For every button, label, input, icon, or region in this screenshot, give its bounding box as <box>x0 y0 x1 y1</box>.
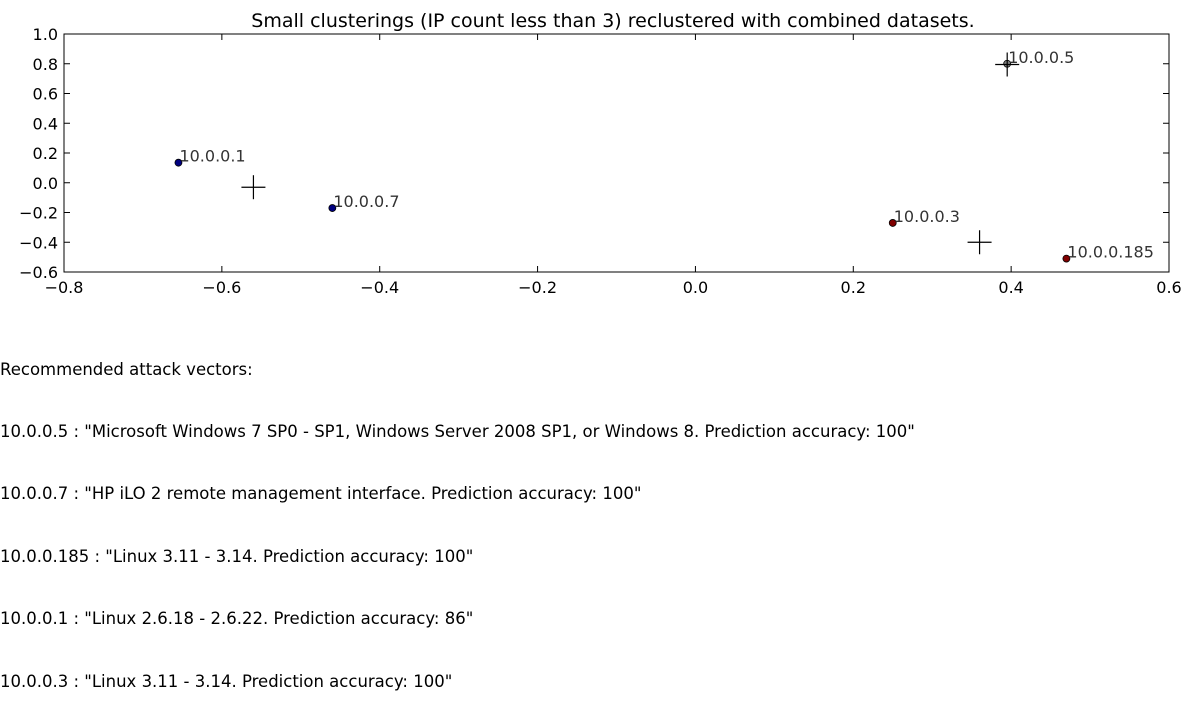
point-label: 10.0.0.7 <box>333 192 399 211</box>
x-tick-label: −0.4 <box>360 278 399 297</box>
x-tick-label: −0.6 <box>202 278 241 297</box>
plot-area: −0.8 −0.6 −0.4 −0.2 0.0 0.2 0.4 0.61.00.80.60.4… <box>19 25 1182 297</box>
data-point <box>888 219 897 227</box>
point-label: 10.0.0.3 <box>894 207 960 226</box>
y-tick-label: 0.4 <box>33 114 58 133</box>
y-tick-label: −0.2 <box>19 204 58 223</box>
x-tick-label: 0.0 <box>683 278 708 297</box>
scatter-chart: Small clusterings (IP count less than 3)… <box>19 10 1182 297</box>
point-label: 10.0.0.5 <box>1008 48 1074 67</box>
chart-title: Small clusterings (IP count less than 3)… <box>251 10 974 32</box>
x-tick-label: −0.8 <box>45 278 84 297</box>
notes-line: 10.0.0.5 : "Microsoft Windows 7 SP0 - SP… <box>0 421 915 441</box>
y-tick-label: 0.6 <box>33 85 58 104</box>
y-tick-label: 0.0 <box>33 174 58 193</box>
y-tick-label: 0.2 <box>33 144 58 163</box>
data-point <box>328 204 337 212</box>
data-point <box>1062 254 1071 263</box>
notes-line: 10.0.0.185 : "Linux 3.11 - 3.14. Predict… <box>0 546 474 566</box>
y-tick-label: −0.6 <box>19 263 58 282</box>
data-point <box>174 158 183 167</box>
x-tick-label: −0.2 <box>518 278 557 297</box>
notes-line: 10.0.0.1 : "Linux 2.6.18 - 2.6.22. Predi… <box>0 609 474 629</box>
x-tick-label: 0.6 <box>1156 278 1181 297</box>
attack-vectors-notes: Recommended attack vectors: 10.0.0.5 : "… <box>0 318 915 713</box>
notes-heading: Recommended attack vectors: <box>0 359 253 379</box>
notes-line: 10.0.0.7 : "HP iLO 2 remote management i… <box>0 484 642 504</box>
y-tick-label: 0.8 <box>33 55 58 74</box>
point-label: 10.0.0.1 <box>179 147 245 166</box>
x-tick-label: 0.2 <box>841 278 866 297</box>
y-tick-label: −0.4 <box>19 233 58 252</box>
y-tick-label: 1.0 <box>33 25 58 44</box>
point-label: 10.0.0.185 <box>1067 243 1154 262</box>
x-tick-label: 0.4 <box>998 278 1023 297</box>
notes-line: 10.0.0.3 : "Linux 3.11 - 3.14. Predictio… <box>0 671 453 691</box>
